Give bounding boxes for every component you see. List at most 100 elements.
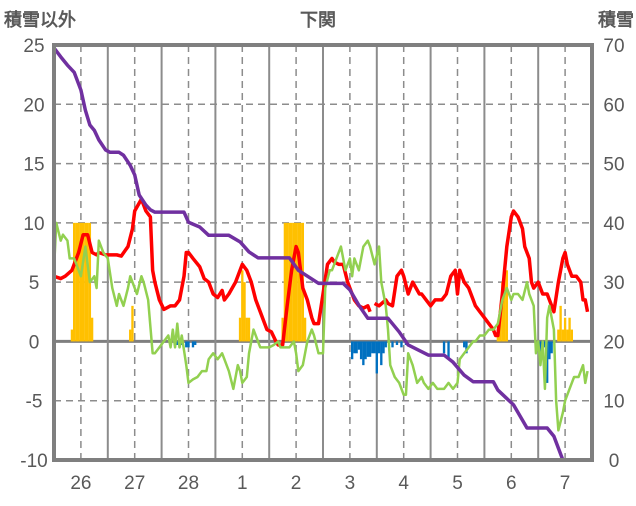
orange-bar	[283, 222, 287, 342]
orange-bar	[84, 222, 87, 342]
orange-bar	[285, 222, 289, 342]
y-tick-right: 10	[603, 392, 624, 413]
orange-bar	[90, 317, 94, 342]
grid	[54, 45, 592, 460]
y-tick-left: 15	[23, 155, 44, 176]
x-tick: 4	[398, 473, 409, 494]
y-tick-right: 50	[603, 155, 624, 176]
orange-bar	[568, 317, 571, 342]
blue-bar	[350, 341, 354, 360]
orange-bar	[247, 317, 251, 342]
blue-bar	[548, 341, 551, 360]
red-line	[373, 209, 590, 338]
red-line	[53, 197, 372, 347]
blue-bar	[391, 341, 394, 348]
blue-bar	[368, 341, 372, 357]
orange-bar	[238, 317, 242, 342]
y-tick-left: -5	[26, 392, 43, 413]
orange-bar	[570, 329, 574, 342]
blue-bar	[362, 341, 365, 366]
x-tick: 28	[178, 473, 199, 494]
orange-bar	[294, 222, 298, 342]
blue-bar	[185, 341, 188, 348]
blue-bar	[442, 341, 446, 354]
y-tick-right: 40	[603, 214, 624, 235]
orange-bar	[297, 222, 300, 342]
blue-bar	[355, 341, 358, 354]
plot-frame	[52, 43, 594, 462]
blue-bar	[364, 341, 367, 360]
blue-bar	[395, 341, 399, 345]
orange-bar	[501, 282, 504, 342]
orange-bar	[559, 305, 562, 342]
blue-bar	[380, 341, 383, 366]
orange-bar	[563, 317, 567, 342]
y-tick-right: 60	[603, 95, 624, 116]
orange-bar	[503, 270, 506, 342]
y-tick-right: 20	[603, 332, 624, 353]
y-tick-left: 5	[29, 273, 40, 294]
x-tick: 3	[345, 473, 356, 494]
bars	[70, 222, 574, 383]
blue-bar	[371, 341, 374, 354]
y-tick-left: 10	[23, 214, 44, 235]
green-line	[52, 221, 589, 432]
y-tick-left: 0	[29, 332, 40, 353]
blue-bar	[463, 341, 466, 348]
blue-bar	[353, 341, 356, 354]
orange-bar	[303, 317, 307, 342]
series-lines	[52, 46, 592, 462]
y-tick-right: 30	[603, 273, 624, 294]
blue-bar	[400, 341, 403, 348]
orange-bar	[79, 222, 83, 342]
orange-bar	[561, 329, 565, 342]
y-tick-left: 25	[23, 36, 44, 57]
blue-bar	[382, 341, 385, 354]
blue-bar	[357, 341, 361, 350]
orange-bar	[245, 317, 248, 342]
blue-bar	[176, 341, 179, 345]
y-tick-right: 70	[603, 36, 624, 57]
orange-bar	[292, 222, 296, 342]
blue-bar	[366, 341, 370, 357]
left-axis-label: 積雪以外	[3, 9, 76, 30]
blue-bar	[359, 341, 363, 360]
blue-bar	[543, 341, 547, 348]
blue-bar	[377, 341, 381, 354]
orange-bar	[557, 329, 560, 342]
orange-bar	[70, 329, 74, 342]
orange-bar	[86, 222, 89, 342]
blue-bar	[465, 341, 468, 354]
x-tick: 7	[560, 473, 571, 494]
orange-bar	[505, 270, 508, 342]
orange-bar	[243, 282, 246, 342]
x-tick: 5	[452, 473, 463, 494]
x-tick: 2	[291, 473, 302, 494]
orange-bar	[281, 317, 284, 342]
orange-bar	[129, 329, 132, 342]
blue-bar	[447, 341, 450, 360]
blue-bar	[373, 341, 376, 354]
right-axis-label: 積雪	[597, 9, 634, 30]
orange-bar	[77, 222, 80, 342]
blue-bar	[550, 341, 553, 354]
orange-bar	[72, 222, 76, 342]
orange-bar	[81, 222, 85, 342]
orange-bar	[566, 329, 569, 342]
blue-bar	[545, 341, 549, 383]
blue-bar	[375, 341, 378, 374]
chart-title: 下関	[300, 10, 336, 30]
y-tick-right: 0	[609, 451, 620, 472]
y-tick-left: -10	[20, 451, 47, 472]
orange-bar	[75, 222, 78, 342]
snow-depth	[52, 46, 592, 462]
x-tick: 27	[124, 473, 145, 494]
y-tick-left: 20	[23, 95, 44, 116]
orange-bar	[241, 270, 244, 342]
blue-bar	[191, 341, 195, 348]
x-tick: 6	[506, 473, 517, 494]
blue-bar	[187, 341, 190, 348]
blue-bar	[384, 341, 387, 348]
